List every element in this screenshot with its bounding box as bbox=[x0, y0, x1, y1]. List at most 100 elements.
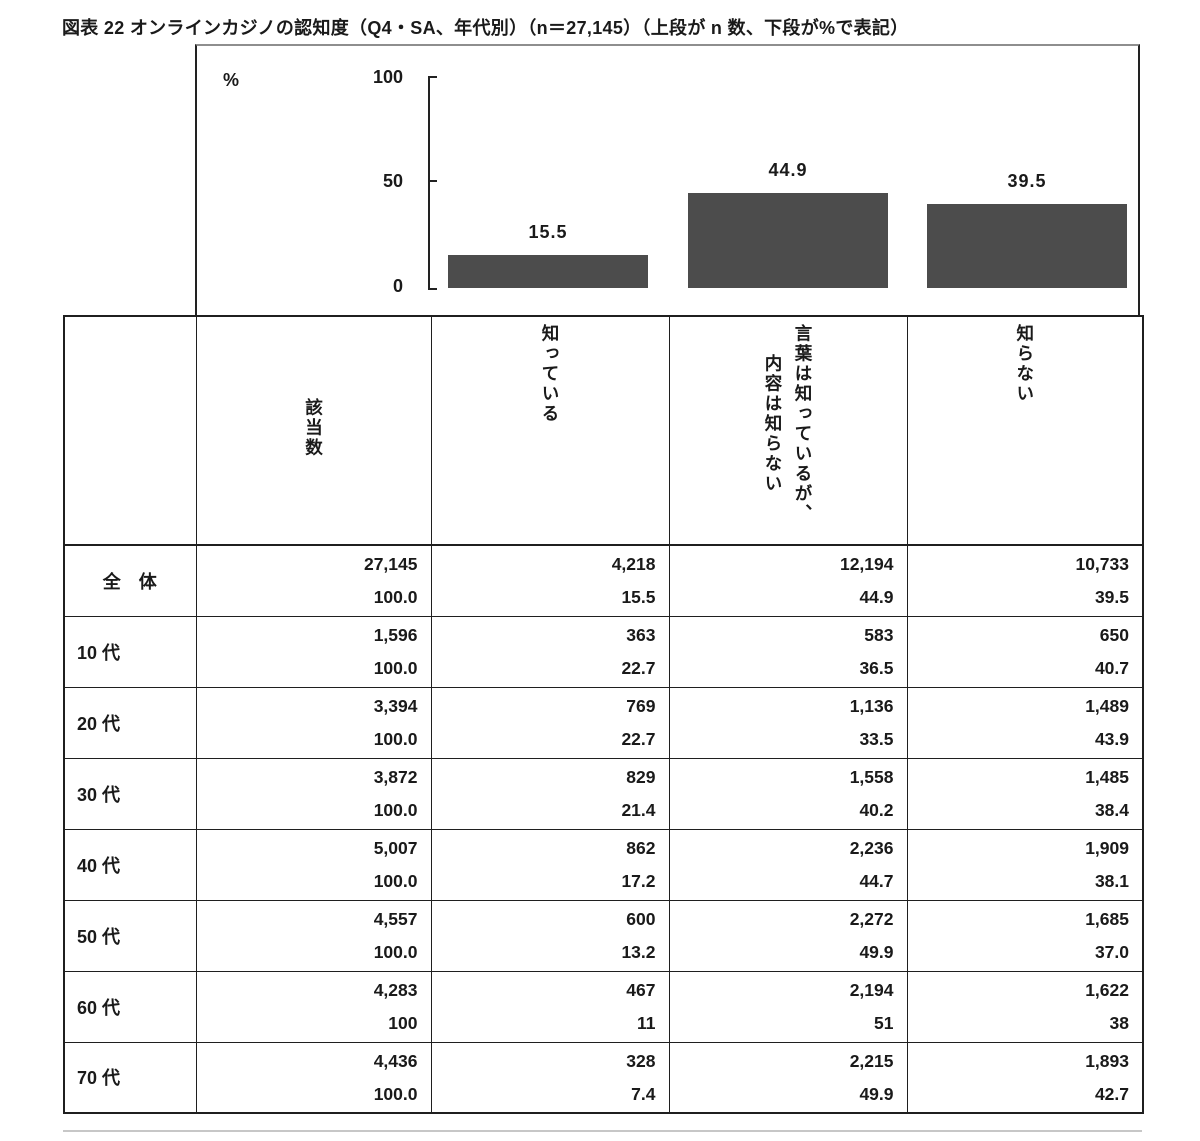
header-kotoba-wa-shitteiru: 言葉は知っているが、 内容は知らない bbox=[668, 315, 908, 546]
table-row: 70 代 4,436 100.0 328 7.4 2,215 49.9 1,893 42.7 bbox=[63, 1041, 1144, 1114]
figure-title: 図表 22 オンラインカジノの認知度（Q4・SA、年代別）（n＝27,145）（… bbox=[62, 18, 909, 38]
count-value: 600 bbox=[626, 909, 656, 929]
bar-group-shitteiru: 15.5 bbox=[448, 222, 648, 288]
data-cell: 1,685 37.0 bbox=[906, 899, 1144, 972]
percent-value: 100.0 bbox=[373, 871, 418, 891]
data-cell: 2,236 44.7 bbox=[668, 828, 908, 901]
bar-kotoba-wa-shitteiru bbox=[688, 193, 888, 288]
percent-value: 33.5 bbox=[859, 729, 894, 749]
data-cell: 1,489 43.9 bbox=[906, 686, 1144, 759]
data-cell: 4,218 15.5 bbox=[430, 544, 670, 617]
percent-value: 40.2 bbox=[859, 800, 894, 820]
count-value: 1,558 bbox=[849, 767, 894, 787]
count-value: 829 bbox=[626, 767, 656, 787]
y-tick-mark-50 bbox=[428, 180, 437, 182]
header-shitteiru-label: 知っている bbox=[540, 324, 560, 424]
data-cell: 328 7.4 bbox=[430, 1041, 670, 1114]
percent-value: 39.5 bbox=[1094, 587, 1129, 608]
y-axis-line bbox=[428, 76, 430, 290]
data-cell: 2,194 51 bbox=[668, 970, 908, 1043]
percent-value: 11 bbox=[637, 1013, 656, 1033]
row-label: 50 代 bbox=[63, 899, 197, 972]
row-label: 30 代 bbox=[63, 757, 197, 830]
percent-value: 100.0 bbox=[373, 1083, 418, 1104]
y-tick-label-50: 50 bbox=[382, 171, 403, 191]
data-cell: 1,893 42.7 bbox=[906, 1041, 1144, 1114]
count-value: 3,394 bbox=[373, 696, 418, 716]
count-value: 363 bbox=[626, 625, 656, 645]
count-value: 467 bbox=[626, 980, 656, 1000]
table-row: 60 代 4,283 100 467 11 2,194 51 1,622 38 bbox=[63, 970, 1144, 1043]
count-value: 5,007 bbox=[373, 838, 418, 858]
percent-value: 44.7 bbox=[859, 871, 894, 891]
bar-shitteiru bbox=[448, 255, 648, 288]
percent-value: 100.0 bbox=[373, 729, 418, 749]
count-value: 4,283 bbox=[373, 980, 418, 1000]
percent-value: 100.0 bbox=[373, 800, 418, 820]
percent-value: 49.9 bbox=[859, 1083, 894, 1104]
data-cell: 3,394 100.0 bbox=[195, 686, 432, 759]
data-cell: 3,872 100.0 bbox=[195, 757, 432, 830]
bar-group-shiranai: 39.5 bbox=[927, 171, 1127, 288]
bar-group-kotoba-wa-shitteiru: 44.9 bbox=[688, 160, 888, 288]
row-label: 60 代 bbox=[63, 970, 197, 1043]
count-value: 12,194 bbox=[839, 554, 894, 575]
table-row: 50 代 4,557 100.0 600 13.2 2,272 49.9 1,685 37.0 bbox=[63, 899, 1144, 972]
count-value: 3,872 bbox=[373, 767, 418, 787]
bar-shiranai bbox=[927, 204, 1127, 288]
count-value: 4,436 bbox=[373, 1050, 418, 1071]
row-label: 40 代 bbox=[63, 828, 197, 901]
data-cell: 4,436 100.0 bbox=[195, 1041, 432, 1114]
data-cell: 12,194 44.9 bbox=[668, 544, 908, 617]
data-cell: 2,215 49.9 bbox=[668, 1041, 908, 1114]
table-bottom-shadow-line bbox=[63, 1130, 1142, 1132]
count-value: 650 bbox=[1099, 625, 1129, 645]
count-value: 328 bbox=[626, 1050, 656, 1071]
row-label: 10 代 bbox=[63, 615, 197, 688]
percent-value: 21.4 bbox=[621, 800, 656, 820]
data-cell: 769 22.7 bbox=[430, 686, 670, 759]
data-cell: 1,558 40.2 bbox=[668, 757, 908, 830]
percent-value: 38 bbox=[1109, 1013, 1129, 1033]
percent-value: 49.9 bbox=[859, 942, 894, 962]
count-value: 862 bbox=[626, 838, 656, 858]
percent-value: 100.0 bbox=[373, 942, 418, 962]
percent-value: 40.7 bbox=[1094, 658, 1129, 678]
count-value: 2,215 bbox=[849, 1050, 894, 1071]
count-value: 769 bbox=[626, 696, 656, 716]
percent-value: 22.7 bbox=[621, 658, 656, 678]
count-value: 2,272 bbox=[849, 909, 894, 929]
count-value: 27,145 bbox=[363, 554, 418, 575]
percent-value: 17.2 bbox=[621, 871, 656, 891]
header-shiranai-label: 知らない bbox=[1014, 324, 1035, 404]
count-value: 1,596 bbox=[373, 625, 418, 645]
table-body: 全 体 27,145 100.0 4,218 15.5 12,194 44.9 10,733 3… bbox=[63, 544, 1144, 1114]
count-value: 2,194 bbox=[849, 980, 894, 1000]
count-value: 4,557 bbox=[373, 909, 418, 929]
data-cell: 27,145 100.0 bbox=[195, 544, 432, 617]
percent-value: 38.4 bbox=[1094, 800, 1129, 820]
percent-value: 51 bbox=[874, 1013, 894, 1033]
data-cell: 583 36.5 bbox=[668, 615, 908, 688]
percent-value: 100.0 bbox=[373, 587, 418, 608]
y-tick-mark-100 bbox=[428, 76, 437, 78]
data-cell: 1,596 100.0 bbox=[195, 615, 432, 688]
bar-chart-area: % 100 50 0 15.5 44.9 39.5 bbox=[195, 44, 1140, 315]
percent-value: 100 bbox=[388, 1013, 418, 1033]
table-row: 20 代 3,394 100.0 769 22.7 1,136 33.5 1,489 43.9 bbox=[63, 686, 1144, 759]
percent-value: 44.9 bbox=[859, 587, 894, 608]
data-cell: 5,007 100.0 bbox=[195, 828, 432, 901]
count-value: 1,622 bbox=[1085, 980, 1129, 1000]
data-cell: 2,272 49.9 bbox=[668, 899, 908, 972]
data-cell: 363 22.7 bbox=[430, 615, 670, 688]
header-gaitosu-label: 該当数 bbox=[303, 398, 324, 458]
results-table: 該当数 知っている 言葉は知っているが、 内容は知らない 知らない 全 体 27,… bbox=[63, 315, 1144, 1114]
count-value: 1,685 bbox=[1085, 909, 1129, 929]
data-cell: 600 13.2 bbox=[430, 899, 670, 972]
percent-value: 22.7 bbox=[621, 729, 656, 749]
bar-value-label: 44.9 bbox=[768, 160, 808, 180]
data-cell: 4,557 100.0 bbox=[195, 899, 432, 972]
percent-value: 15.5 bbox=[621, 587, 656, 608]
table-row: 全 体 27,145 100.0 4,218 15.5 12,194 44.9 10,733 3… bbox=[63, 544, 1144, 617]
